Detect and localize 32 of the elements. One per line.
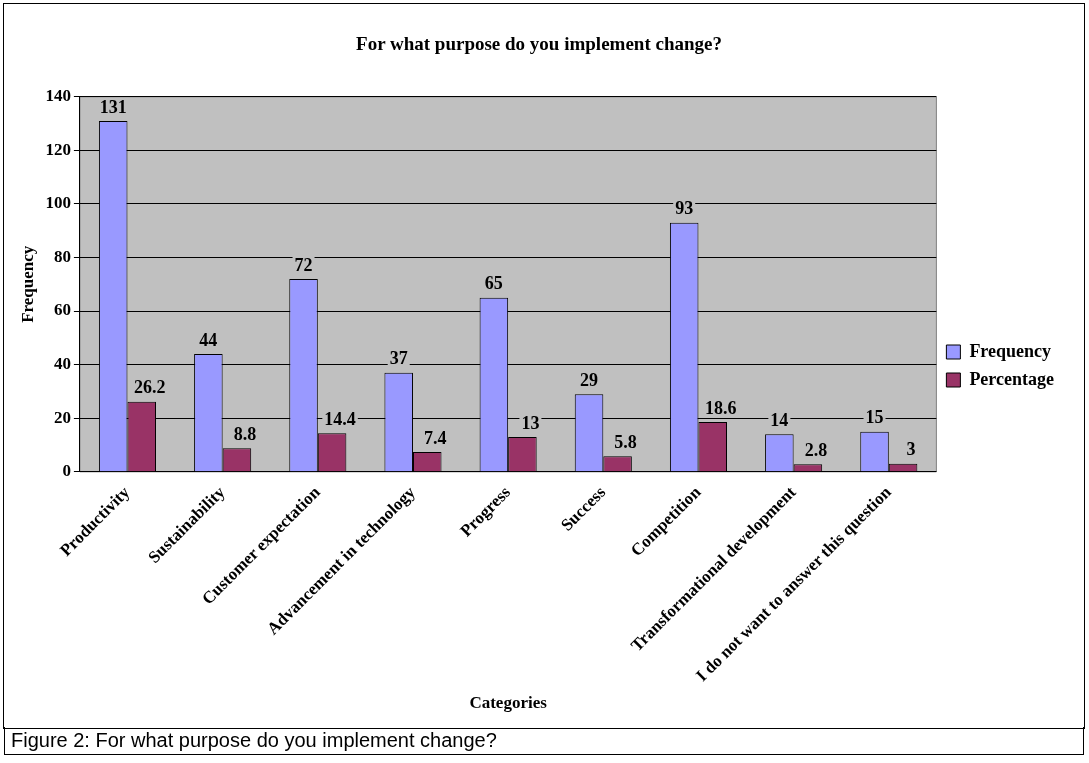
data-label: 14.4: [324, 408, 356, 429]
data-label: 5.8: [614, 431, 637, 452]
x-axis-title: Categories: [469, 693, 548, 713]
y-tick-label: 80: [53, 246, 71, 266]
data-label: 15: [865, 407, 884, 428]
y-tick-label: 40: [53, 354, 71, 374]
data-label: 72: [294, 254, 313, 275]
y-tick-label: 140: [45, 86, 71, 106]
y-tick-label: 100: [45, 193, 71, 213]
data-label: 14: [770, 409, 789, 430]
y-axis-title: Frequency: [17, 245, 37, 323]
data-label: 131: [99, 96, 127, 117]
caption: Figure 2: For what purpose do you implement change?: [4, 727, 1084, 755]
y-tick-label: 120: [45, 139, 71, 159]
chart-title: For what purpose do you implement change?: [356, 33, 722, 55]
data-label: 93: [675, 198, 694, 219]
data-label: 8.8: [233, 423, 257, 444]
y-tick-label: 20: [53, 407, 71, 427]
data-label: 2.8: [804, 439, 828, 460]
data-label: 3: [906, 439, 916, 460]
legend-label: Percentage: [969, 368, 1055, 389]
data-label: 37: [389, 348, 408, 369]
data-label: 29: [580, 369, 599, 390]
data-label: 26.2: [134, 377, 166, 398]
y-tick-label: 60: [53, 300, 71, 320]
y-tick-label: 0: [62, 461, 71, 481]
data-label: 44: [199, 329, 218, 350]
data-label: 18.6: [704, 397, 737, 418]
legend-label: Frequency: [969, 340, 1052, 361]
data-label: 65: [484, 273, 503, 294]
data-label: 13: [521, 412, 540, 433]
data-label: 7.4: [424, 427, 447, 448]
